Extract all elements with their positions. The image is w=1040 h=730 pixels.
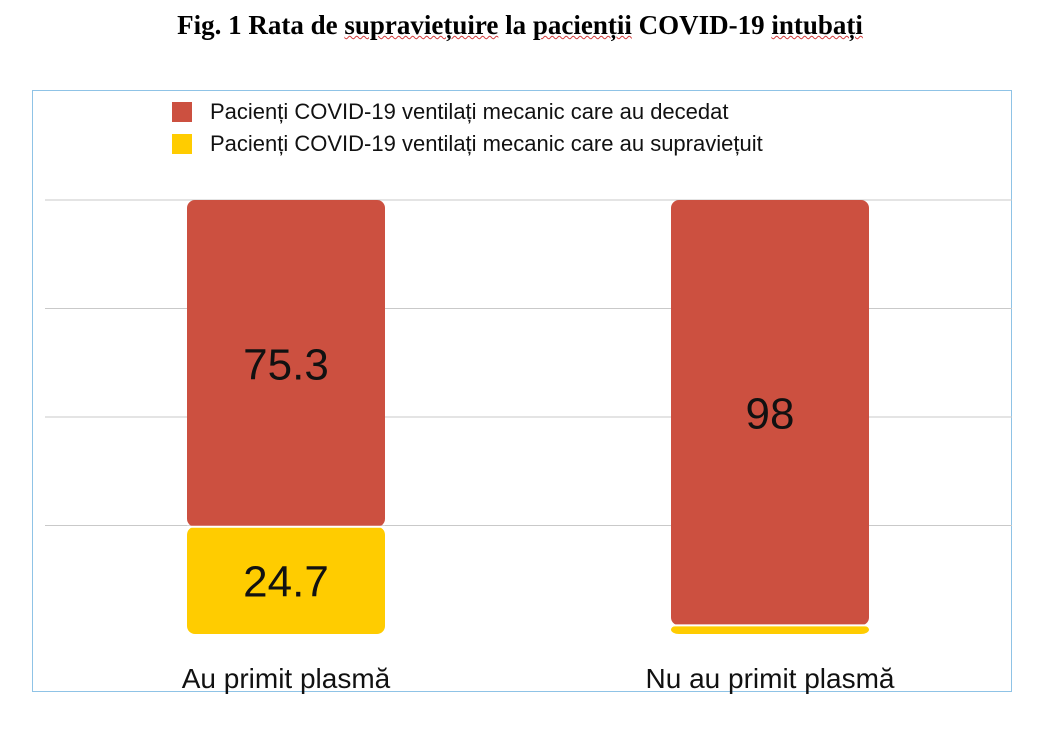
- chart-frame: [32, 90, 1012, 692]
- bar-segment-survived: [671, 625, 869, 634]
- legend-label-deceased: Pacienți COVID-19 ventilați mecanic care…: [210, 99, 729, 124]
- legend-item-deceased: Pacienți COVID-19 ventilați mecanic care…: [172, 96, 763, 128]
- figure-title: Fig. 1 Rata de supraviețuire la pacienți…: [0, 10, 1040, 41]
- legend-swatch-survived: [172, 134, 192, 154]
- data-label-deceased: 75.3: [243, 340, 329, 389]
- legend-label-survived: Pacienți COVID-19 ventilați mecanic care…: [210, 131, 763, 156]
- title-prefix: Fig. 1 Rata de: [177, 10, 345, 40]
- title-word-survival: supraviețuire: [344, 10, 499, 40]
- category-label: Nu au primit plasmă: [646, 663, 895, 694]
- legend-swatch-deceased: [172, 102, 192, 122]
- legend-item-survived: Pacienți COVID-19 ventilați mecanic care…: [172, 128, 763, 160]
- title-mid: la: [498, 10, 533, 40]
- title-word-intubated: intubați: [771, 10, 863, 40]
- title-mid2: COVID-19: [631, 10, 772, 40]
- bar-segment-survived: [187, 526, 385, 634]
- title-word-patients: pacienții: [532, 10, 632, 40]
- bar-segment-deceased: [187, 200, 385, 527]
- data-label-survived: 24.7: [243, 557, 329, 606]
- bar-segment-deceased: [671, 200, 869, 626]
- category-label: Au primit plasmă: [182, 663, 391, 694]
- data-label-deceased: 98: [746, 390, 795, 439]
- chart-legend: Pacienți COVID-19 ventilați mecanic care…: [172, 96, 763, 160]
